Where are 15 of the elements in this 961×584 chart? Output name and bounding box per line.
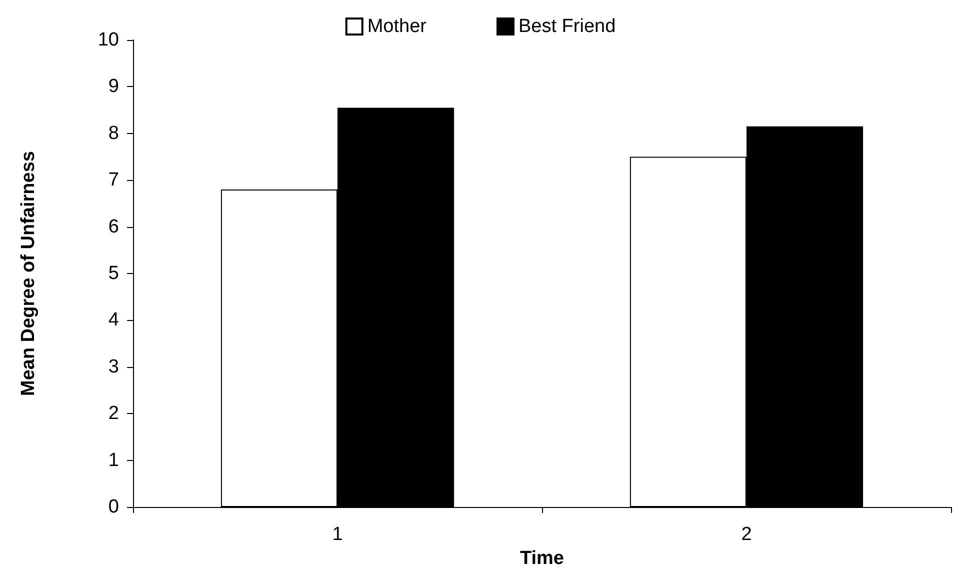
y-tick-label: 6 xyxy=(108,216,119,238)
legend-label: Mother xyxy=(367,16,428,37)
y-tick-label: 8 xyxy=(108,122,119,144)
y-tick-label: 2 xyxy=(108,403,119,424)
y-tick-label: 10 xyxy=(98,30,119,50)
y-tick-label: 1 xyxy=(108,450,119,471)
y-tick-label: 9 xyxy=(108,76,119,98)
legend-label: Best Friend xyxy=(518,16,616,37)
y-axis-title: Mean Degree of Unfairness xyxy=(18,151,39,396)
y-tick-label: 4 xyxy=(108,310,120,331)
x-axis-title: Time xyxy=(520,548,564,569)
y-tick-label: 7 xyxy=(108,170,119,191)
y-tick-label: 0 xyxy=(108,496,119,518)
y-tick-label: 5 xyxy=(108,263,119,284)
y-tick-label: 3 xyxy=(108,356,119,378)
